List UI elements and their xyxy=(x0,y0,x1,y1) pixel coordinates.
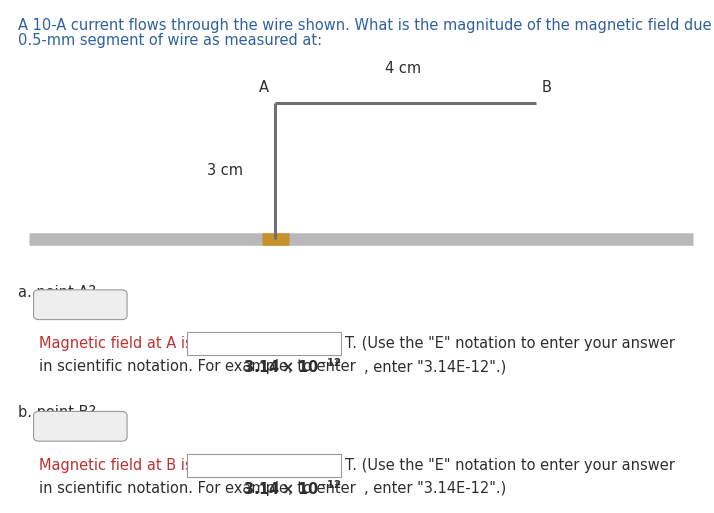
FancyBboxPatch shape xyxy=(34,290,127,320)
Text: a. point A?: a. point A? xyxy=(18,285,96,300)
Text: Hint for (a): Hint for (a) xyxy=(42,298,119,312)
Text: in scientific notation. For example, to enter: in scientific notation. For example, to … xyxy=(39,481,361,496)
Text: 4 cm: 4 cm xyxy=(386,61,421,76)
Text: 0.5-mm segment of wire as measured at:: 0.5-mm segment of wire as measured at: xyxy=(18,33,322,48)
FancyBboxPatch shape xyxy=(34,411,127,441)
Text: , enter "3.14E-12".): , enter "3.14E-12".) xyxy=(364,481,506,496)
Text: $\mathbf{3.14 \times 10^{-12}}$: $\mathbf{3.14 \times 10^{-12}}$ xyxy=(243,479,341,498)
Text: $\mathbf{3.14 \times 10^{-12}}$: $\mathbf{3.14 \times 10^{-12}}$ xyxy=(243,358,341,376)
Text: 3 cm: 3 cm xyxy=(207,163,243,178)
FancyBboxPatch shape xyxy=(187,454,341,477)
Text: B: B xyxy=(541,80,551,95)
Text: b. point B?: b. point B? xyxy=(18,405,96,420)
FancyBboxPatch shape xyxy=(187,332,341,355)
Text: in scientific notation. For example, to enter: in scientific notation. For example, to … xyxy=(39,359,361,374)
Text: A: A xyxy=(258,80,268,95)
Text: , enter "3.14E-12".): , enter "3.14E-12".) xyxy=(364,359,506,374)
Text: T. (Use the "E" notation to enter your answer: T. (Use the "E" notation to enter your a… xyxy=(345,336,675,351)
Text: Hint for (b): Hint for (b) xyxy=(42,419,119,433)
Text: T. (Use the "E" notation to enter your answer: T. (Use the "E" notation to enter your a… xyxy=(345,458,675,473)
Text: A 10-A current flows through the wire shown. What is the magnitude of the magnet: A 10-A current flows through the wire sh… xyxy=(18,18,714,33)
Text: Magnetic field at B is: Magnetic field at B is xyxy=(39,458,193,473)
Text: Magnetic field at A is: Magnetic field at A is xyxy=(39,336,193,351)
